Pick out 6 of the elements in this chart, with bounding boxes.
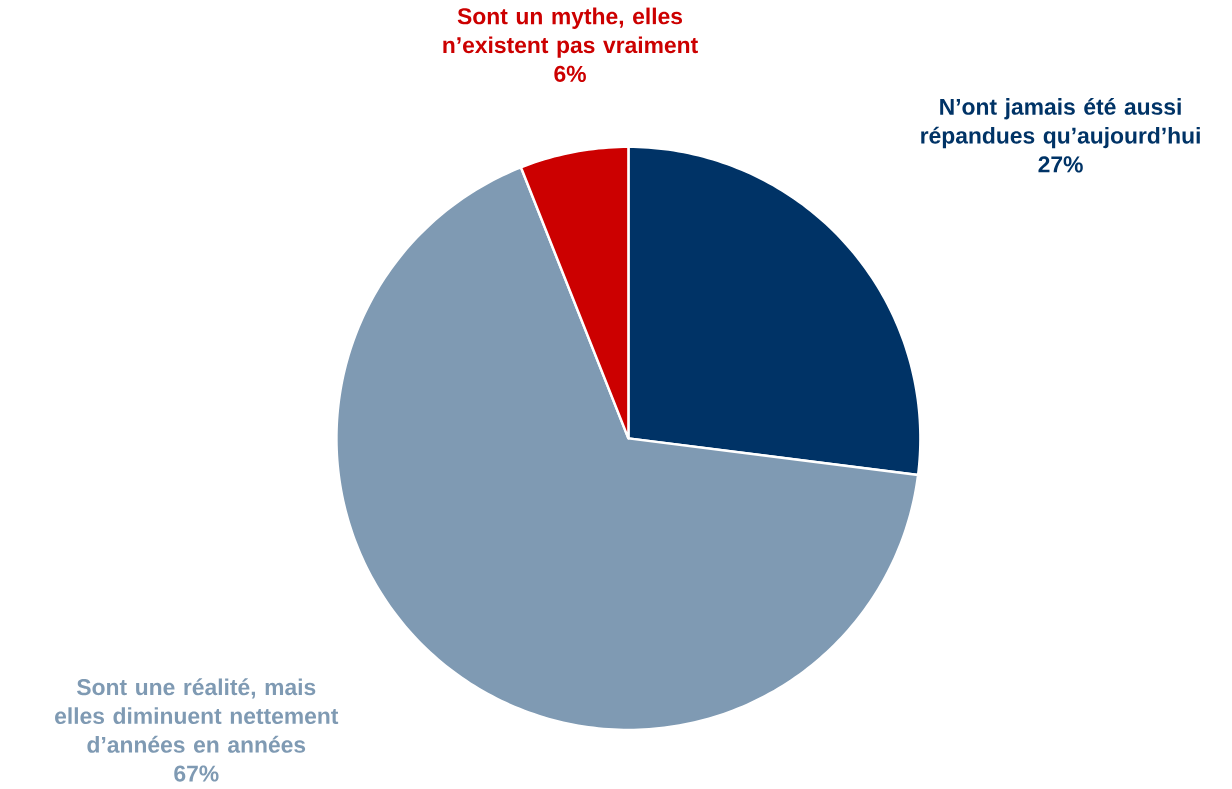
slice-label: N’ont jamais été aussi répandues qu’aujourd’hui <box>921 97 1200 149</box>
data-label: 27% <box>1038 156 1083 173</box>
slice-label: Sont un mythe, elles n’existent pas vraiment <box>443 7 698 58</box>
slice-label: Sont une réalité, mais elles diminuent nettement d’années en années <box>55 678 339 753</box>
data-label: 6% <box>554 65 586 82</box>
data-label: 67% <box>174 765 219 782</box>
